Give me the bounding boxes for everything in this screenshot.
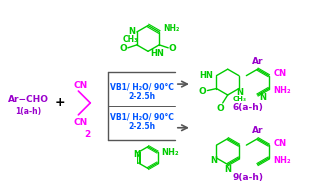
Text: CN: CN <box>73 118 88 127</box>
Text: NH₂: NH₂ <box>274 156 291 164</box>
Text: CN: CN <box>274 69 287 78</box>
Text: O: O <box>199 87 206 96</box>
Text: 2-2.5h: 2-2.5h <box>128 122 155 131</box>
Text: NH₂: NH₂ <box>163 25 180 33</box>
Text: 2-2.5h: 2-2.5h <box>128 92 155 101</box>
Text: N: N <box>210 156 217 164</box>
Text: 6(a-h): 6(a-h) <box>232 103 263 112</box>
Text: 9(a-h): 9(a-h) <box>232 173 263 182</box>
Text: O: O <box>119 44 127 53</box>
Text: HN: HN <box>150 49 164 58</box>
Text: N: N <box>128 27 135 36</box>
Text: N: N <box>236 88 243 97</box>
Text: +: + <box>55 96 66 109</box>
Text: Ar−CHO: Ar−CHO <box>8 95 49 105</box>
Text: VB1/ H₂O/ 90°C: VB1/ H₂O/ 90°C <box>110 83 174 91</box>
Text: CH₃: CH₃ <box>233 96 247 102</box>
Text: CN: CN <box>73 81 88 90</box>
Text: HN: HN <box>200 71 214 80</box>
Text: VB1/ H₂O/ 90°C: VB1/ H₂O/ 90°C <box>110 112 174 121</box>
Text: N: N <box>260 94 267 102</box>
Text: N: N <box>224 165 231 174</box>
Text: N: N <box>133 149 140 159</box>
Text: Ar: Ar <box>252 126 263 135</box>
Text: CN: CN <box>274 139 287 148</box>
Text: Ar: Ar <box>252 57 263 66</box>
Text: CH₃: CH₃ <box>123 35 138 44</box>
Text: NH₂: NH₂ <box>274 86 291 95</box>
Text: O: O <box>217 104 225 113</box>
Text: O: O <box>168 44 176 53</box>
Text: NH₂: NH₂ <box>161 148 179 156</box>
Text: 2: 2 <box>84 130 90 139</box>
Text: 1(a-h): 1(a-h) <box>15 107 42 116</box>
